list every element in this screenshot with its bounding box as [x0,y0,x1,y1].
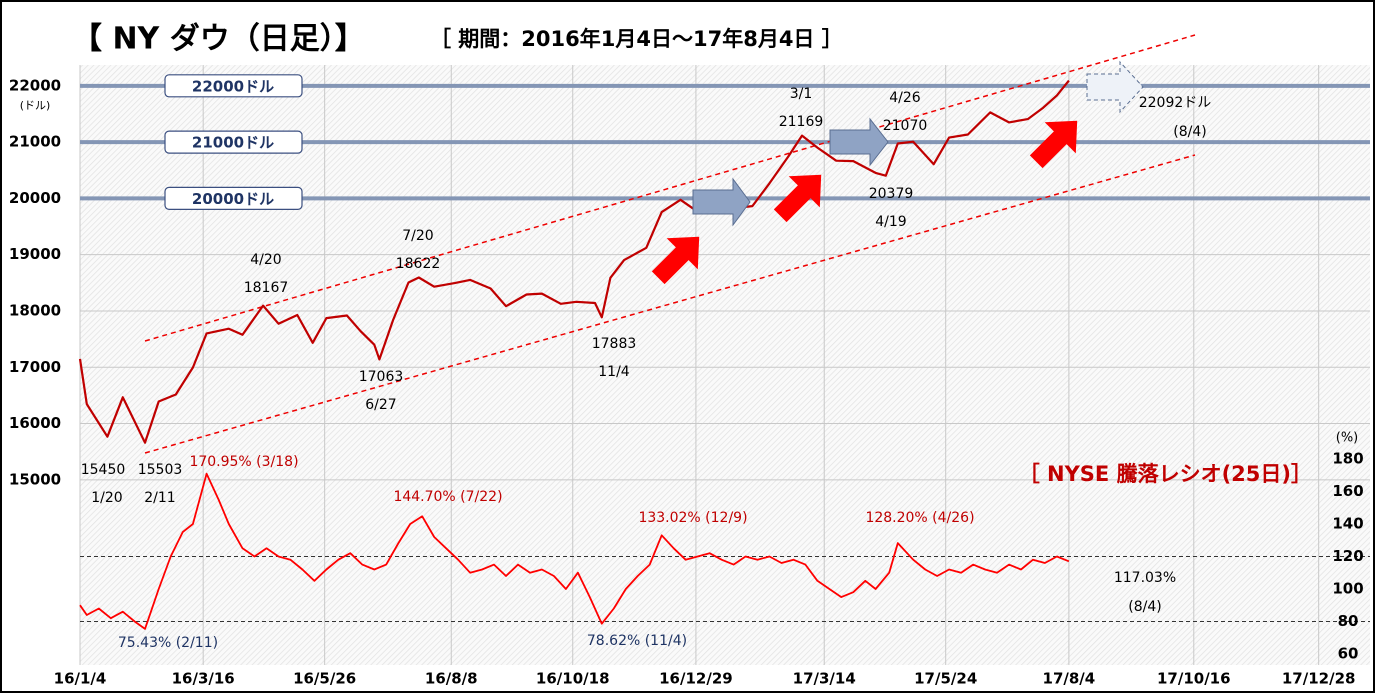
annotations: 4/20 18167 7/20 18622 17063 6/27 17883 11/4 1545… [81,86,1212,651]
ratio-title: ［ NYSE 騰落レシオ(25日)］ [1019,462,1312,486]
annotation: 128.20% (4/26) [865,510,974,526]
annotation: 4/20 [250,252,281,268]
arrow-right [692,177,751,227]
x-tick-label: 16/5/26 [293,670,356,688]
y-tick-label: 21000 [9,133,61,151]
annotation: 117.03% [1114,570,1176,586]
arrow-right [829,117,889,167]
series-line [79,472,1070,630]
level-label: 20000ドル [192,190,274,208]
y-tick-label: 22000 [9,76,61,94]
levels: 20000ドル 21000ドル 22000ドル [80,74,1370,210]
annotation: 2/11 [144,490,175,506]
series-line [78,79,1070,444]
annotation: 15450 [81,462,126,478]
level-box [164,130,303,154]
x-tick-label: 17/5/24 [914,670,977,688]
chart-title: 【 NY ダウ（日足）】 [72,22,365,57]
annotation: 17063 [359,369,404,385]
annotation: 18167 [244,280,289,296]
y2-tick-label: 80 [1338,612,1359,630]
annotation: 22092ドル [1139,95,1212,111]
x-tick-label: 16/1/4 [54,670,107,688]
y2-tick-label: 160 [1332,482,1363,500]
y2-tick-label: 120 [1332,547,1363,565]
level-label: 21000ドル [192,134,274,152]
y-tick-label: 17000 [9,358,61,376]
annotation: (8/4) [1173,124,1206,140]
channel-upper [144,34,1196,342]
annotation: 11/4 [598,364,630,380]
y2-unit: (%) [1336,431,1359,446]
channel-lower [144,154,1196,454]
annotation: 144.70% (7/22) [393,489,502,505]
annotation: 7/20 [402,228,433,244]
red-arrow [651,236,700,285]
annotation: 3/1 [790,86,813,102]
y-tick-label: 18000 [9,301,61,319]
level-label: 22000ドル [192,77,274,95]
red-arrow [1029,120,1078,169]
annotation: 6/27 [365,397,396,413]
annotation: 78.62% (11/4) [587,633,687,649]
y2-tick-label: 60 [1338,644,1359,662]
y2-tick-label: 180 [1332,449,1363,467]
y-tick-label: 15000 [9,470,61,488]
plot-area [80,65,1370,665]
y-tick-label: 16000 [9,414,61,432]
annotation: (8/4) [1128,599,1161,615]
y2-tick-label: 140 [1332,514,1363,532]
x-tick-label: 17/3/14 [793,670,856,688]
annotation: 15503 [138,462,183,478]
level-box [164,74,303,98]
annotation: 21070 [883,118,928,134]
annotation: 1/20 [91,490,122,506]
annotation: 4/26 [889,90,921,106]
annotation: 75.43% (2/11) [118,635,218,651]
annotation: 21169 [779,114,824,130]
level-box [164,186,303,210]
arrow-right [1086,60,1144,114]
annotation: 18622 [396,256,441,272]
y-unit: (ドル) [20,99,51,112]
annotation: 20379 [869,186,914,202]
annotation: 4/19 [875,214,906,230]
y2-tick-label: 100 [1332,579,1363,597]
x-tick-label: 16/12/29 [659,670,733,688]
x-tick-label: 17/8/4 [1043,670,1096,688]
chart-subtitle: ［ 期間：2016年1月4日～17年8月4日 ］ [430,27,843,51]
y-tick-label: 19000 [9,245,61,263]
x-tick-label: 16/3/16 [172,670,235,688]
x-tick-label: 17/10/16 [1157,670,1231,688]
y-tick-label: 20000 [9,189,61,207]
annotation: 17883 [592,336,637,352]
annotation: 170.95% (3/18) [189,454,298,470]
x-tick-label: 16/10/18 [536,670,610,688]
annotation: 133.02% (12/9) [638,510,747,526]
x-tick-label: 16/8/8 [425,670,478,688]
red-arrow [773,174,822,223]
series [78,79,1070,630]
x-tick-label: 17/12/28 [1282,670,1356,688]
